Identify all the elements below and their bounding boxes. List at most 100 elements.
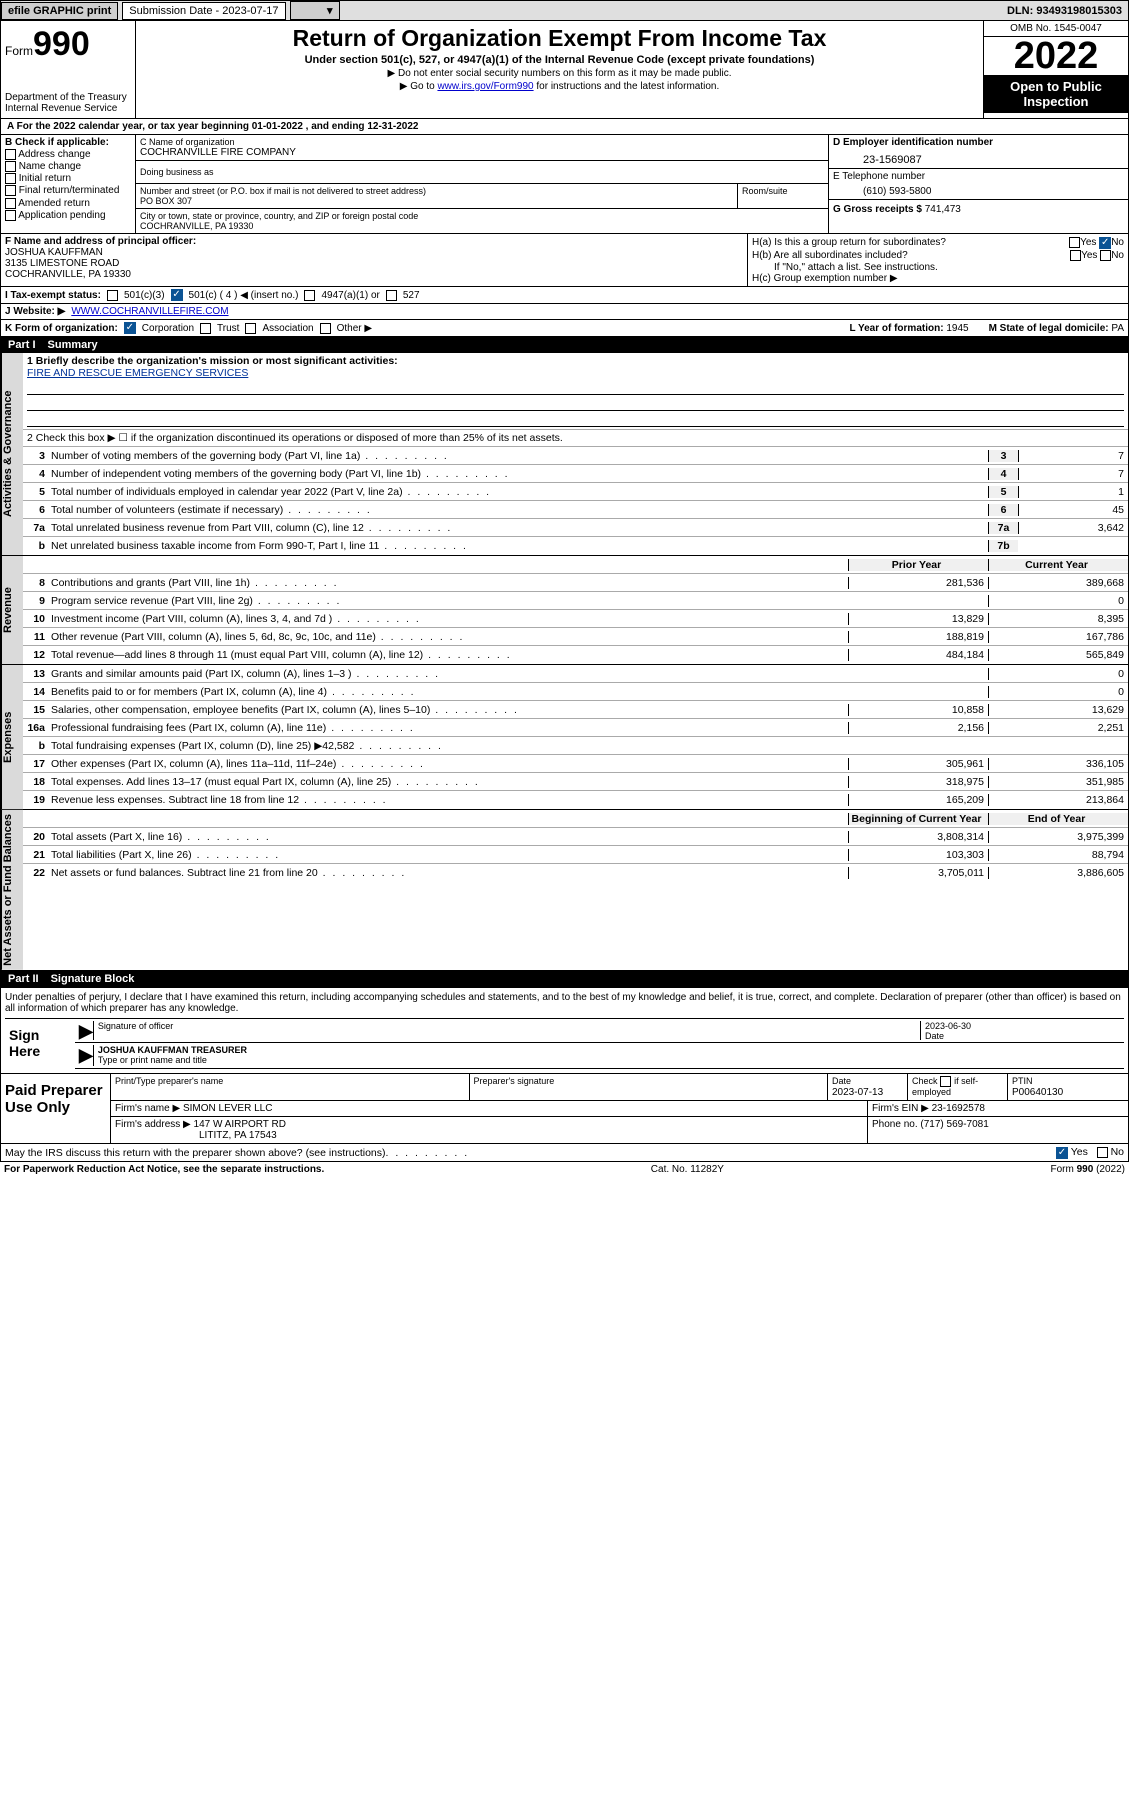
open-public-badge: Open to Public Inspection [984, 75, 1128, 113]
box-h: H(a) Is this a group return for subordin… [748, 234, 1128, 286]
org-name-field: C Name of organization COCHRANVILLE FIRE… [136, 135, 828, 161]
formation-year: 1945 [946, 323, 968, 334]
org-name-value: COCHRANVILLE FIRE COMPANY [140, 147, 296, 158]
city-field: City or town, state or province, country… [136, 208, 828, 233]
summary-line: 22Net assets or fund balances. Subtract … [23, 864, 1128, 882]
summary-line: 16aProfessional fundraising fees (Part I… [23, 719, 1128, 737]
summary-line: 9Program service revenue (Part VIII, lin… [23, 592, 1128, 610]
summary-netassets: Net Assets or Fund Balances Beginning of… [0, 810, 1129, 971]
preparer-block: Paid Preparer Use Only Print/Type prepar… [0, 1074, 1129, 1144]
website-link[interactable]: WWW.COCHRANVILLEFIRE.COM [71, 306, 228, 317]
jurat-text: Under penalties of perjury, I declare th… [5, 992, 1124, 1014]
ein-value: 23-1569087 [833, 148, 1124, 166]
summary-revenue: Revenue Prior Year Current Year 8Contrib… [0, 556, 1129, 665]
check-icon: ✓ [171, 289, 183, 301]
efile-print-button[interactable]: efile GRAPHIC print [1, 2, 118, 20]
box-c: C Name of organization COCHRANVILLE FIRE… [136, 135, 828, 233]
irs-link[interactable]: www.irs.gov/Form990 [437, 81, 533, 92]
gross-receipts-field: G Gross receipts $ 741,473 [829, 200, 1128, 219]
part1-title: Summary [48, 339, 98, 351]
check-icon: ✓ [1099, 237, 1111, 249]
gross-value: 741,473 [925, 204, 961, 215]
prep-date: 2023-07-13 [832, 1087, 883, 1098]
cb-initial-return[interactable]: Initial return [5, 173, 131, 184]
summary-line: 11Other revenue (Part VIII, column (A), … [23, 628, 1128, 646]
ein-field: D Employer identification number 23-1569… [829, 135, 1128, 169]
row-i: I Tax-exempt status: 501(c)(3) ✓ 501(c) … [0, 287, 1129, 304]
summary-line: 7aTotal unrelated business revenue from … [23, 519, 1128, 537]
header-title-box: Return of Organization Exempt From Incom… [136, 21, 983, 118]
signature-block: Under penalties of perjury, I declare th… [0, 987, 1129, 1074]
summary-governance: Activities & Governance 1 Briefly descri… [0, 353, 1129, 556]
cb-name-change[interactable]: Name change [5, 161, 131, 172]
tel-value: (610) 593-5800 [833, 182, 1124, 197]
irs-discuss-row: May the IRS discuss this return with the… [0, 1144, 1129, 1162]
dropdown-button[interactable]: ▾ [290, 1, 340, 20]
cb-amended-return[interactable]: Amended return [5, 198, 131, 209]
dln-label: DLN: 93493198015303 [1001, 3, 1128, 19]
cb-final-return[interactable]: Final return/terminated [5, 185, 131, 196]
officer-addr1: 3135 LIMESTONE ROAD [5, 258, 119, 269]
check-icon: ✓ [1056, 1147, 1068, 1159]
header-right-box: OMB No. 1545-0047 2022 Open to Public In… [983, 21, 1128, 118]
sig-date: 2023-06-30 [925, 1021, 971, 1031]
summary-line: 17Other expenses (Part IX, column (A), l… [23, 755, 1128, 773]
summary-line: 21Total liabilities (Part X, line 26)103… [23, 846, 1128, 864]
sign-here-label: Sign Here [5, 1019, 75, 1069]
vlabel-revenue: Revenue [1, 556, 23, 664]
note-ssn: ▶ Do not enter social security numbers o… [140, 68, 979, 79]
footer: For Paperwork Reduction Act Notice, see … [0, 1162, 1129, 1177]
officer-name: JOSHUA KAUFFMAN [5, 247, 103, 258]
street-value: PO BOX 307 [140, 196, 192, 206]
footer-left: For Paperwork Reduction Act Notice, see … [4, 1164, 324, 1175]
form-title: Return of Organization Exempt From Incom… [140, 25, 979, 52]
summary-line: 12Total revenue—add lines 8 through 11 (… [23, 646, 1128, 664]
firm-name: SIMON LEVER LLC [183, 1103, 272, 1114]
form-number: 990 [33, 25, 90, 63]
room-field: Room/suite [738, 184, 828, 208]
submission-date: Submission Date - 2023-07-17 [122, 2, 285, 20]
officer-addr2: COCHRANVILLE, PA 19330 [5, 269, 131, 280]
tax-year: 2022 [984, 37, 1128, 75]
fh-row: F Name and address of principal officer:… [0, 234, 1129, 287]
dept-label: Department of the Treasury [5, 92, 131, 103]
cb-application-pending[interactable]: Application pending [5, 210, 131, 221]
firm-addr2: LITITZ, PA 17543 [199, 1130, 277, 1141]
hb-note: If "No," attach a list. See instructions… [752, 262, 1124, 273]
line-2: 2 Check this box ▶ ☐ if the organization… [23, 430, 1128, 447]
vlabel-expenses: Expenses [1, 665, 23, 809]
street-field: Number and street (or P.O. box if mail i… [136, 184, 738, 208]
mission-text: FIRE AND RESCUE EMERGENCY SERVICES [27, 367, 248, 379]
part1-header: Part I Summary [0, 337, 1129, 353]
part2-num: Part II [8, 973, 39, 985]
box-b-label: B Check if applicable: [5, 137, 109, 148]
hc-label: H(c) Group exemption number ▶ [752, 273, 1124, 284]
cb-address-change[interactable]: Address change [5, 149, 131, 160]
row-k: K Form of organization: ✓ Corporation Tr… [0, 320, 1129, 337]
form-id-box: Form990 Department of the Treasury Inter… [1, 21, 136, 118]
summary-line: 5Total number of individuals employed in… [23, 483, 1128, 501]
firm-ein: 23-1692578 [932, 1103, 985, 1114]
begin-end-header: Beginning of Current Year End of Year [23, 810, 1128, 828]
preparer-label: Paid Preparer Use Only [1, 1074, 111, 1143]
summary-line: bNet unrelated business taxable income f… [23, 537, 1128, 555]
domicile-state: PA [1111, 323, 1124, 334]
box-defg: D Employer identification number 23-1569… [828, 135, 1128, 233]
vlabel-governance: Activities & Governance [1, 353, 23, 555]
mission-block: 1 Briefly describe the organization's mi… [23, 353, 1128, 430]
part2-header: Part II Signature Block [0, 971, 1129, 987]
check-icon: ✓ [124, 322, 136, 334]
summary-line: 20Total assets (Part X, line 16)3,808,31… [23, 828, 1128, 846]
dba-field: Doing business as [136, 161, 828, 184]
irs-label: Internal Revenue Service [5, 103, 131, 114]
row-j: J Website: ▶ WWW.COCHRANVILLEFIRE.COM [0, 304, 1129, 320]
summary-line: 8Contributions and grants (Part VIII, li… [23, 574, 1128, 592]
part1-num: Part I [8, 339, 36, 351]
officer-name-title: JOSHUA KAUFFMAN TREASURER [98, 1045, 247, 1055]
summary-line: 6Total number of volunteers (estimate if… [23, 501, 1128, 519]
vlabel-netassets: Net Assets or Fund Balances [1, 810, 23, 970]
form-subtitle: Under section 501(c), 527, or 4947(a)(1)… [140, 54, 979, 66]
tel-field: E Telephone number (610) 593-5800 [829, 169, 1128, 200]
footer-right: Form 990 (2022) [1051, 1164, 1125, 1175]
info-row: B Check if applicable: Address change Na… [0, 135, 1129, 234]
